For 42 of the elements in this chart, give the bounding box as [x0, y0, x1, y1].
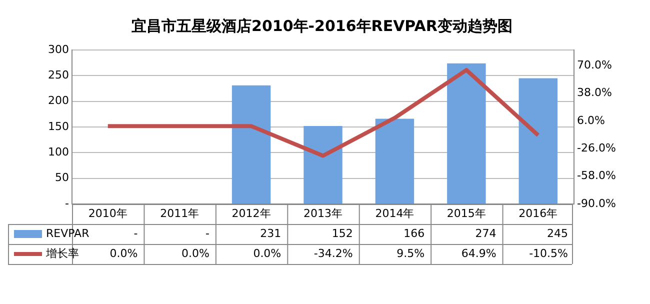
bar [375, 118, 414, 204]
y2-tick-label: -58.0% [577, 169, 616, 182]
data-label: -34.2% [314, 246, 353, 260]
data-label: 0.0% [253, 246, 282, 260]
legend-label: REVPAR [46, 226, 90, 240]
text: - [205, 226, 210, 240]
text: - [134, 226, 138, 240]
y2-tick-label: -90.0% [577, 196, 616, 210]
y-tick-label: - [65, 196, 70, 210]
y2-tick-label: 6.0% [577, 114, 605, 127]
data-label: 9.5% [396, 246, 425, 260]
bar [232, 85, 271, 204]
y-tick-label: 200 [48, 94, 69, 108]
data-label: 166 [404, 226, 425, 240]
data-label: -10.5% [529, 246, 568, 260]
y-tick-label: 50 [55, 171, 69, 184]
data-label: 152 [332, 226, 353, 240]
x-tick-label: 2016年 [518, 206, 558, 220]
data-label: 231 [260, 226, 282, 240]
y2-tick-label: -26.0% [577, 141, 616, 154]
bar [304, 126, 342, 204]
y-tick-label: 150 [48, 120, 69, 133]
y-tick-label: 300 [48, 42, 69, 56]
data-label: 0.0% [181, 246, 210, 260]
data-label: 64.9% [461, 246, 496, 260]
x-tick-label: 2012年 [232, 206, 271, 220]
bar [518, 78, 558, 204]
data-label: 0.0% [110, 246, 138, 260]
y-tick-label: 100 [48, 146, 69, 159]
x-tick-label: 2011年 [160, 206, 200, 220]
y-tick-label: 250 [48, 68, 69, 82]
x-tick-label: 2014年 [375, 206, 414, 220]
legend-label: 增长率 [45, 246, 79, 260]
bar [447, 63, 486, 204]
x-tick-label: 2015年 [446, 206, 486, 220]
y2-tick-label: 70.0% [577, 58, 612, 72]
y2-tick-label: 38.0% [577, 86, 612, 100]
chart-title: 宜昌市五星级酒店2010年-2016年REVPAR变动趋势图 [132, 16, 512, 35]
x-tick-label: 2010年 [88, 206, 128, 220]
data-label: 274 [475, 226, 496, 240]
x-tick-label: 2013年 [304, 206, 342, 220]
data-label: 245 [547, 226, 568, 240]
